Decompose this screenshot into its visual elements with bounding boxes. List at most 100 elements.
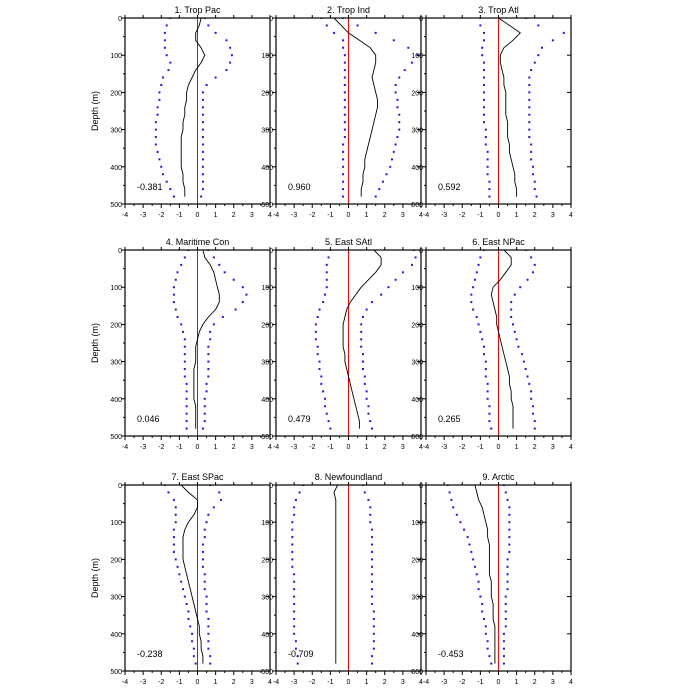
lower-bound-point (154, 136, 157, 139)
lower-bound-point (484, 128, 487, 131)
upper-bound-point (506, 573, 509, 576)
x-tick-label: 0 (347, 679, 351, 686)
upper-bound-point (508, 528, 511, 531)
upper-bound-point (394, 143, 397, 146)
y-tick-label: 400 (411, 165, 423, 172)
lower-bound-point (327, 256, 330, 259)
lower-bound-point (156, 150, 159, 153)
upper-bound-point (229, 61, 232, 64)
upper-bound-point (203, 580, 206, 583)
upper-bound-point (205, 595, 208, 598)
upper-bound-point (205, 382, 208, 385)
upper-bound-point (508, 506, 511, 509)
lower-bound-point (486, 397, 489, 400)
upper-bound-point (362, 353, 364, 356)
x-tick-label: 2 (383, 679, 387, 686)
lower-bound-point (468, 543, 471, 546)
lower-bound-point (343, 128, 346, 131)
x-tick-label: -1 (477, 444, 483, 451)
mean-profile-line (490, 250, 514, 429)
lower-bound-point (483, 121, 485, 124)
x-tick-label: -4 (423, 444, 429, 451)
lower-bound-point (486, 150, 489, 153)
upper-bound-point (515, 338, 518, 341)
x-tick-label: 4 (569, 212, 573, 219)
x-tick-label: -2 (158, 212, 164, 219)
y-tick-label: 500 (411, 669, 423, 676)
lower-bound-point (484, 375, 487, 378)
upper-bound-point (531, 173, 534, 176)
upper-bound-point (201, 91, 204, 94)
upper-bound-point (535, 195, 538, 198)
upper-bound-point (372, 640, 375, 643)
y-tick-label: 200 (411, 322, 423, 329)
y-tick-label: 100 (110, 520, 122, 527)
upper-bound-point (537, 54, 540, 57)
upper-bound-point (201, 165, 204, 168)
lower-bound-point (486, 165, 489, 168)
upper-bound-point (201, 427, 204, 430)
upper-bound-point (506, 498, 509, 501)
upper-bound-point (212, 323, 215, 326)
upper-bound-point (371, 603, 374, 606)
upper-bound-point (530, 69, 533, 72)
lower-bound-point (343, 121, 346, 124)
mean-profile-line (180, 18, 206, 197)
lower-bound-point (163, 46, 166, 49)
upper-bound-point (371, 528, 374, 531)
upper-bound-point (371, 565, 374, 568)
x-tick-label: 4 (569, 679, 573, 686)
upper-bound-point (401, 271, 404, 274)
lower-bound-point (463, 528, 466, 531)
upper-bound-point (205, 521, 208, 524)
upper-bound-point (528, 98, 531, 101)
lower-bound-point (322, 390, 325, 393)
upper-bound-point (533, 427, 536, 430)
panel-maritime-con: 4. Maritime Con 0.046 -4 -3 -2 -1 0 1 2 3 4 0 100 200… (90, 237, 272, 451)
x-tick-label: -1 (477, 679, 483, 686)
upper-bound-point (207, 647, 210, 650)
y-tick-label: 200 (110, 90, 122, 97)
upper-bound-point (367, 405, 370, 408)
lower-bound-point (483, 98, 485, 101)
upper-bound-point (371, 427, 374, 430)
upper-bound-point (201, 543, 204, 546)
bound-dots (154, 18, 233, 198)
lower-bound-point (180, 263, 183, 266)
correlation-value: 0.592 (438, 182, 461, 192)
x-tick-label: 1 (365, 444, 369, 451)
upper-bound-point (212, 506, 215, 509)
lower-bound-point (343, 91, 346, 94)
upper-bound-point (201, 158, 204, 161)
y-tick-label: 400 (261, 165, 273, 172)
y-tick-label: 0 (118, 483, 122, 490)
x-tick-label: 1 (214, 679, 218, 686)
upper-bound-point (365, 308, 368, 311)
lower-bound-point (490, 662, 493, 665)
y-tick-label: 200 (411, 557, 423, 564)
upper-bound-point (225, 39, 228, 42)
upper-bound-point (209, 330, 212, 333)
x-tick-label: 3 (250, 444, 254, 451)
lower-bound-point (314, 330, 317, 333)
upper-bound-point (203, 588, 206, 591)
y-tick-label: 100 (411, 285, 423, 292)
lower-bound-point (483, 69, 485, 72)
x-tick-label: 1 (515, 212, 519, 219)
upper-bound-point (241, 301, 244, 304)
upper-bound-point (360, 345, 363, 348)
upper-bound-point (245, 293, 248, 296)
lower-bound-point (479, 330, 482, 333)
lower-bound-point (490, 427, 493, 430)
lower-bound-point (475, 315, 478, 318)
x-tick-label: 1 (515, 679, 519, 686)
x-tick-label: -1 (176, 212, 182, 219)
mean-profile-line (180, 485, 204, 664)
upper-bound-point (207, 640, 210, 643)
panel-newfoundland: 8. Newfoundland -0.709 -4 -3 -2 -1 0 1 2 3 4 0 100 20… (261, 472, 423, 686)
panel-trop-pac: 1. Trop Pac -0.381 -4 -3 -2 -1 0 1 2 3 4 0 100 200 300… (90, 5, 272, 219)
upper-bound-point (205, 610, 208, 613)
upper-bound-point (394, 278, 397, 281)
lower-bound-point (163, 39, 166, 42)
lower-bound-point (343, 98, 346, 101)
